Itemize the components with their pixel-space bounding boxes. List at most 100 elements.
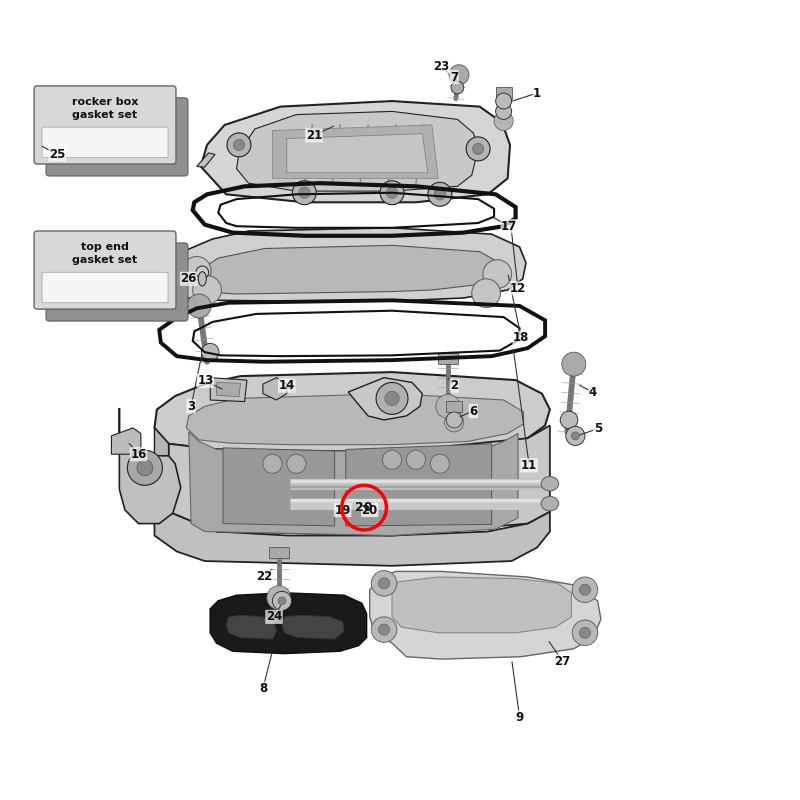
Polygon shape	[286, 134, 428, 173]
Circle shape	[376, 382, 408, 414]
Circle shape	[371, 570, 397, 596]
Circle shape	[496, 103, 512, 119]
Bar	[446, 401, 462, 412]
Circle shape	[263, 454, 282, 474]
Circle shape	[449, 65, 469, 85]
Circle shape	[127, 450, 162, 486]
Text: 12: 12	[510, 282, 526, 295]
Text: 13: 13	[198, 374, 214, 387]
Circle shape	[234, 139, 245, 150]
Text: 20: 20	[362, 503, 378, 517]
Circle shape	[196, 266, 209, 279]
Polygon shape	[111, 428, 141, 454]
Circle shape	[267, 586, 290, 610]
Ellipse shape	[541, 477, 558, 491]
Circle shape	[382, 450, 402, 470]
Text: 26: 26	[181, 272, 197, 286]
Circle shape	[562, 352, 586, 376]
Polygon shape	[273, 125, 438, 178]
Polygon shape	[201, 101, 510, 202]
Circle shape	[566, 426, 585, 446]
Circle shape	[386, 187, 398, 198]
Circle shape	[445, 413, 464, 432]
Polygon shape	[189, 432, 518, 535]
FancyBboxPatch shape	[34, 231, 176, 309]
Circle shape	[193, 276, 222, 304]
Text: 9: 9	[515, 710, 524, 724]
Text: 22: 22	[256, 570, 273, 583]
Circle shape	[187, 294, 211, 318]
Polygon shape	[237, 111, 478, 191]
Polygon shape	[154, 496, 550, 566]
Bar	[496, 87, 512, 98]
Text: 2: 2	[450, 379, 458, 392]
Polygon shape	[226, 615, 277, 639]
Text: 8: 8	[258, 682, 267, 695]
Polygon shape	[223, 448, 334, 526]
Text: 24: 24	[266, 610, 282, 623]
Circle shape	[446, 412, 462, 428]
Polygon shape	[170, 228, 526, 301]
Circle shape	[378, 624, 390, 635]
Text: 23: 23	[434, 60, 450, 74]
Circle shape	[385, 391, 399, 406]
Polygon shape	[348, 378, 422, 420]
Circle shape	[451, 81, 464, 94]
Circle shape	[434, 189, 446, 200]
Circle shape	[371, 617, 397, 642]
Text: 21: 21	[306, 129, 322, 142]
Text: 16: 16	[130, 448, 146, 461]
Circle shape	[202, 343, 219, 361]
Circle shape	[137, 460, 153, 476]
Text: 19: 19	[334, 503, 350, 517]
Ellipse shape	[541, 497, 558, 511]
Ellipse shape	[198, 272, 206, 286]
Polygon shape	[263, 378, 286, 400]
Polygon shape	[199, 246, 500, 294]
Circle shape	[572, 577, 598, 602]
Text: 18: 18	[513, 331, 530, 344]
Circle shape	[572, 620, 598, 646]
Circle shape	[472, 279, 501, 307]
Circle shape	[496, 93, 512, 109]
Circle shape	[182, 257, 211, 286]
Circle shape	[483, 260, 512, 288]
FancyBboxPatch shape	[42, 272, 168, 302]
Polygon shape	[210, 378, 247, 402]
Polygon shape	[217, 382, 241, 397]
Polygon shape	[370, 571, 601, 659]
Text: rocker box
gasket set: rocker box gasket set	[72, 97, 138, 120]
Text: 1: 1	[533, 86, 541, 99]
Circle shape	[298, 187, 310, 198]
Circle shape	[579, 584, 590, 595]
Polygon shape	[392, 577, 571, 633]
FancyBboxPatch shape	[34, 86, 176, 164]
Text: 5: 5	[594, 422, 602, 435]
Circle shape	[286, 454, 306, 474]
Text: 27: 27	[554, 655, 570, 668]
Circle shape	[273, 591, 291, 610]
Circle shape	[227, 133, 251, 157]
Circle shape	[378, 578, 390, 589]
Text: 4: 4	[589, 386, 597, 398]
Polygon shape	[282, 615, 344, 639]
Circle shape	[579, 627, 590, 638]
Circle shape	[473, 143, 484, 154]
Text: 7: 7	[450, 70, 458, 84]
FancyBboxPatch shape	[42, 127, 168, 158]
Text: 6: 6	[470, 405, 478, 418]
Circle shape	[380, 181, 404, 205]
Text: 14: 14	[278, 379, 295, 392]
Polygon shape	[210, 593, 366, 654]
Text: 20: 20	[355, 501, 373, 514]
Polygon shape	[154, 428, 173, 515]
Polygon shape	[169, 426, 550, 535]
Circle shape	[428, 182, 452, 206]
Text: top end
gasket set: top end gasket set	[73, 242, 138, 265]
FancyBboxPatch shape	[46, 98, 188, 176]
Polygon shape	[346, 444, 492, 526]
Text: 3: 3	[187, 400, 195, 413]
Circle shape	[494, 111, 514, 130]
Circle shape	[560, 411, 578, 429]
Circle shape	[278, 597, 286, 605]
